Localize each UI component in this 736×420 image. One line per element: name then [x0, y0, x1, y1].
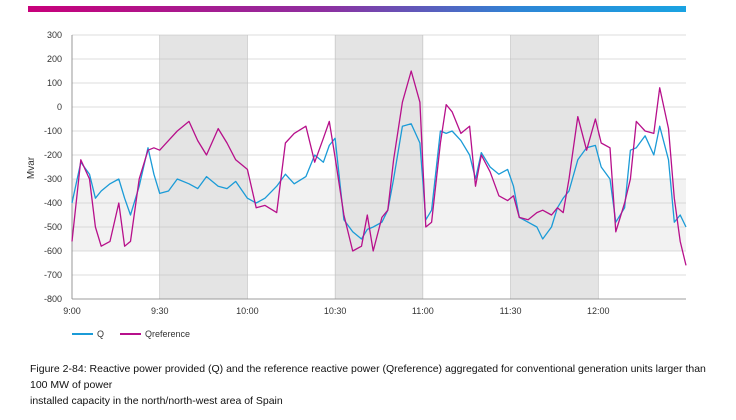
- x-tick-label: 9:00: [63, 306, 81, 316]
- figure-caption: Figure 2-84: Reactive power provided (Q)…: [30, 361, 710, 409]
- series-qreference-line: [71, 70, 687, 266]
- shaded-time-band-1: [335, 35, 423, 299]
- x-tick-label: 10:30: [324, 306, 347, 316]
- y-tick-label: -800: [44, 294, 62, 304]
- y-tick-label: -400: [44, 198, 62, 208]
- shaded-time-band-2: [510, 35, 599, 299]
- y-axis-label: Mvar: [26, 156, 37, 179]
- x-tick-label: 9:30: [151, 306, 169, 316]
- shaded-regions: [72, 35, 686, 299]
- legend-qref-label: Qreference: [145, 329, 190, 339]
- y-tick-label: -100: [44, 126, 62, 136]
- y-tick-label: -600: [44, 246, 62, 256]
- y-tick-label: 300: [47, 30, 62, 40]
- y-tick-label: 0: [57, 102, 62, 112]
- y-axis-ticks: 300 200 100 0 -100 -200 -300 -400 -500 -600 -700 -8…: [44, 30, 62, 304]
- caption-line-1: Figure 2-84: Reactive power provided (Q)…: [30, 363, 706, 391]
- caption-line-2: installed capacity in the north/north-we…: [30, 395, 283, 407]
- x-axis-ticks: 9:00 9:30 10:00 10:30 11:00 11:30 12:00: [63, 306, 609, 316]
- y-tick-label: -300: [44, 174, 62, 184]
- reactive-power-chart: 300 200 100 0 -100 -200 -300 -400 -500 -600 -700 -8…: [26, 30, 687, 339]
- y-tick-label: 200: [47, 54, 62, 64]
- y-tick-label: -200: [44, 150, 62, 160]
- legend: Q Qreference: [72, 329, 190, 339]
- series-lines: [71, 70, 687, 266]
- x-tick-label: 12:00: [587, 306, 610, 316]
- shaded-time-band-0: [159, 35, 248, 299]
- legend-q-label: Q: [97, 329, 104, 339]
- x-tick-label: 11:30: [500, 306, 522, 316]
- y-tick-label: -700: [44, 270, 62, 280]
- x-tick-label: 10:00: [236, 306, 259, 316]
- y-tick-label: 100: [47, 78, 62, 88]
- x-tick-label: 11:00: [412, 306, 434, 316]
- header-accent-bar: [28, 6, 686, 12]
- y-tick-label: -500: [44, 222, 62, 232]
- series-q-line: [71, 123, 687, 240]
- plot-frame: [71, 35, 686, 300]
